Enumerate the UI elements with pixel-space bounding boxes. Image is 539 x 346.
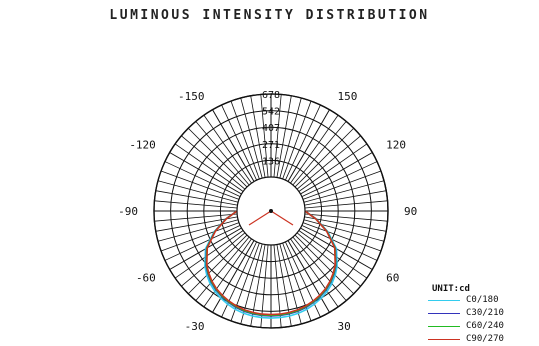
legend-label: C0/180 [466, 295, 499, 305]
legend-item: C90/270 [428, 333, 539, 346]
spoke [276, 95, 292, 178]
curve-end-mark [270, 210, 294, 226]
spoke [230, 100, 260, 180]
spoke [301, 225, 378, 261]
angle-label: 120 [386, 139, 406, 152]
spoke [292, 121, 347, 186]
spoke [240, 97, 263, 179]
spoke [301, 161, 378, 197]
spoke [282, 100, 312, 180]
spoke [154, 200, 238, 209]
spoke [285, 104, 321, 181]
angle-label: -90 [118, 205, 138, 218]
spoke [195, 121, 250, 186]
legend-item: C30/210 [428, 307, 539, 320]
legend-item: C60/240 [428, 320, 539, 333]
spoke [296, 232, 361, 287]
spoke [187, 127, 248, 188]
spoke [187, 234, 248, 295]
spoke [296, 135, 361, 190]
spoke [290, 114, 339, 184]
curve-start-mark [248, 210, 272, 226]
spoke [203, 238, 252, 308]
angle-label: 60 [386, 272, 399, 285]
spoke [303, 180, 385, 203]
spoke [303, 219, 385, 242]
chart-title: LUMINOUS INTENSITY DISTRIBUTION [109, 8, 430, 23]
spoke [304, 213, 388, 222]
legend-label: C30/210 [466, 308, 504, 318]
spoke [181, 232, 246, 287]
legend-swatch [428, 326, 460, 327]
spoke [304, 216, 387, 232]
spoke [292, 236, 347, 301]
angle-label: -30 [185, 320, 205, 333]
spoke [294, 234, 355, 295]
legend-swatch [428, 300, 460, 301]
angle-label: -150 [178, 90, 205, 103]
spoke [287, 240, 330, 313]
angle-label: 150 [338, 90, 358, 103]
spoke [155, 190, 238, 206]
spoke [164, 225, 241, 261]
spoke [181, 135, 246, 190]
spoke [287, 109, 330, 182]
polar-chart: 136 271 407 542 678 -150 150 -120 120 -90 90 -60 60… [118, 90, 417, 333]
spoke [298, 230, 368, 279]
ring-label: 542 [262, 107, 280, 118]
spoke [212, 240, 255, 313]
spoke [304, 200, 388, 209]
spoke [169, 152, 242, 195]
spoke [155, 216, 238, 232]
legend-swatch [428, 313, 460, 314]
intensity-curves [204, 210, 338, 319]
legend-label: C60/240 [466, 321, 504, 331]
spoke [304, 190, 387, 206]
origin-dot [269, 209, 273, 213]
legend-label: C90/270 [466, 334, 504, 344]
spoke [160, 170, 240, 200]
angle-label: 90 [404, 205, 417, 218]
spoke [174, 143, 244, 192]
spoke [260, 94, 269, 178]
ring-label: 678 [262, 90, 280, 101]
spoke [300, 152, 373, 195]
spoke [157, 180, 239, 203]
angle-label: -60 [136, 272, 156, 285]
spoke [160, 222, 240, 252]
spoke [203, 114, 252, 184]
unit-label: UNIT:cd [432, 284, 470, 294]
ring-label: 407 [262, 123, 280, 134]
spoke [174, 230, 244, 279]
angle-label: -120 [129, 139, 156, 152]
spoke [195, 236, 250, 301]
spoke [298, 143, 368, 192]
spoke [302, 222, 382, 252]
spoke [302, 170, 382, 200]
spoke [221, 104, 257, 181]
spoke [154, 213, 238, 222]
ring-labels: 136 271 407 542 678 [262, 90, 280, 167]
spoke [273, 94, 282, 178]
legend: C0/180 C30/210 C60/240 C90/270 [428, 294, 539, 346]
ring-label: 271 [262, 140, 280, 151]
center-hole [236, 176, 306, 246]
spoke [212, 109, 255, 182]
curve-C90-270 [205, 210, 337, 316]
spoke [157, 219, 239, 242]
spoke [294, 127, 355, 188]
angle-label: 30 [338, 320, 351, 333]
legend-swatch [428, 339, 460, 340]
spoke [290, 238, 339, 308]
spoke [250, 95, 266, 178]
ring-label: 136 [262, 156, 280, 167]
spoke [164, 161, 241, 197]
curve-C0-180 [204, 210, 338, 319]
spoke [279, 97, 302, 179]
legend-item: C0/180 [428, 294, 539, 307]
